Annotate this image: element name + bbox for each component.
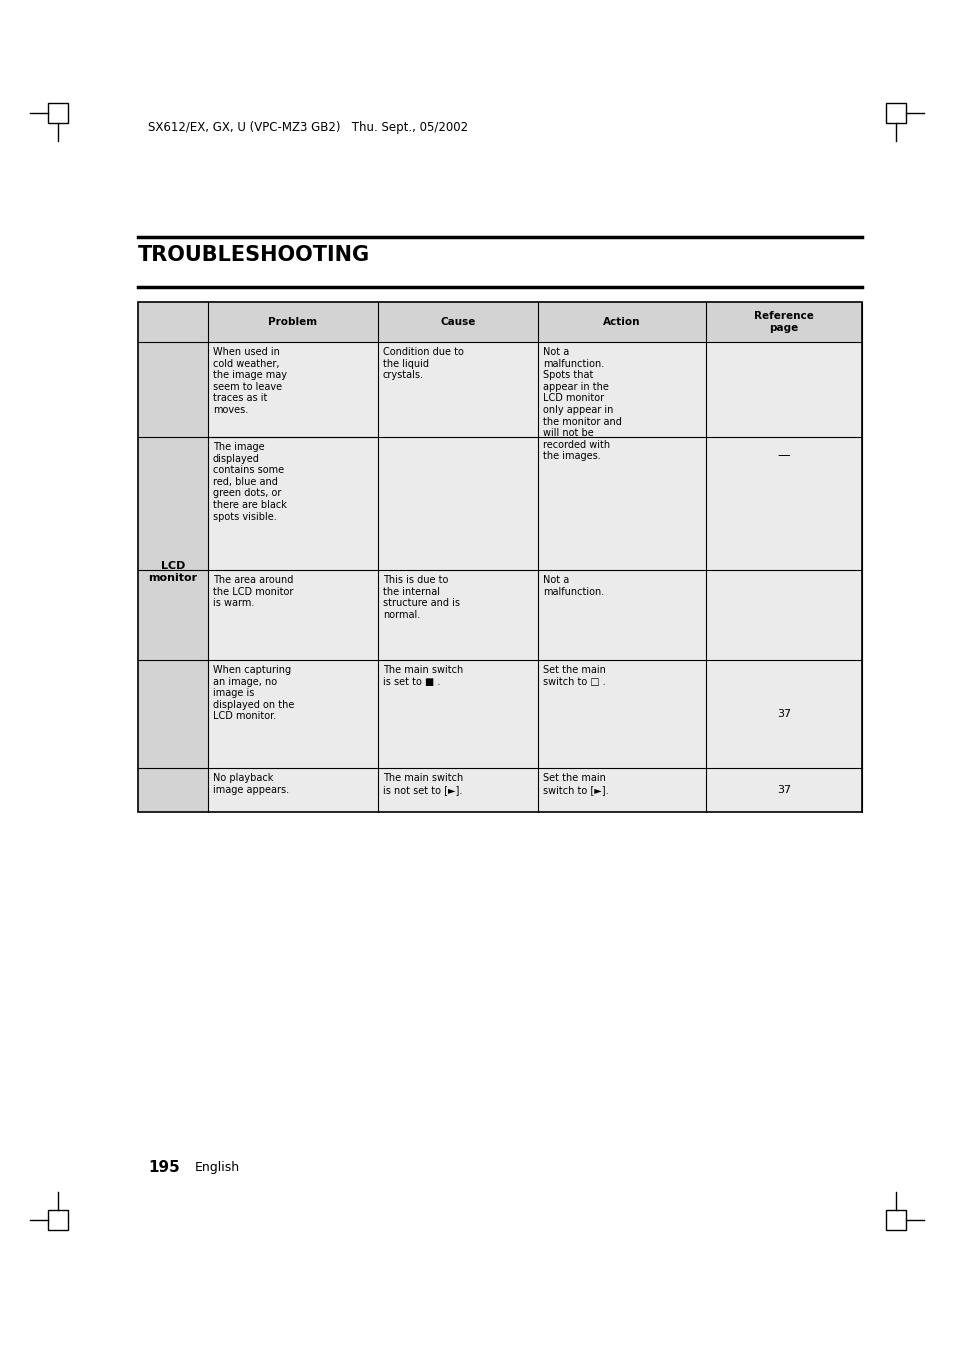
Bar (885, 103, 905, 123)
Text: When capturing
an image, no
image is
displayed on the
LCD monitor.: When capturing an image, no image is dis… (213, 665, 294, 722)
Text: 37: 37 (776, 708, 790, 719)
Bar (885, 1210, 905, 1230)
Text: When used in
cold weather,
the image may
seem to leave
traces as it
moves.: When used in cold weather, the image may… (213, 347, 287, 415)
Text: LCD
monitor: LCD monitor (149, 561, 197, 583)
Text: TROUBLESHOOTING: TROUBLESHOOTING (138, 245, 370, 265)
Bar (208, 437, 862, 571)
Text: Set the main
switch to [►].: Set the main switch to [►]. (542, 773, 608, 795)
Bar (208, 660, 862, 768)
Text: Action: Action (602, 316, 640, 327)
Text: The main switch
is not set to [►].: The main switch is not set to [►]. (382, 773, 463, 795)
Text: English: English (194, 1161, 240, 1175)
Text: —: — (777, 449, 789, 462)
Text: Problem: Problem (268, 316, 317, 327)
Text: Not a
malfunction.
Spots that
appear in the
LCD monitor
only appear in
the monit: Not a malfunction. Spots that appear in … (542, 347, 621, 461)
Text: This is due to
the internal
structure and is
normal.: This is due to the internal structure an… (382, 575, 459, 619)
Text: SX612/EX, GX, U (VPC-MZ3 GB2)   Thu. Sept., 05/2002: SX612/EX, GX, U (VPC-MZ3 GB2) Thu. Sept.… (148, 122, 468, 134)
Bar (48, 103, 68, 123)
Bar (48, 1210, 68, 1230)
Text: Not a
malfunction.: Not a malfunction. (542, 575, 603, 596)
Text: Condition due to
the liquid
crystals.: Condition due to the liquid crystals. (382, 347, 463, 380)
Bar (138, 342, 208, 813)
Text: 37: 37 (776, 786, 790, 795)
Bar (208, 768, 862, 813)
Bar (138, 301, 862, 813)
Text: The main switch
is set to ■ .: The main switch is set to ■ . (382, 665, 463, 687)
Text: Cause: Cause (440, 316, 476, 327)
Text: Set the main
switch to □ .: Set the main switch to □ . (542, 665, 605, 687)
Bar (138, 301, 862, 342)
Bar (377, 435, 862, 438)
Bar (208, 571, 862, 660)
Text: The area around
the LCD monitor
is warm.: The area around the LCD monitor is warm. (213, 575, 294, 608)
Text: The image
displayed
contains some
red, blue and
green dots, or
there are black
s: The image displayed contains some red, b… (213, 442, 287, 522)
Text: Reference
page: Reference page (753, 311, 813, 333)
Text: No playback
image appears.: No playback image appears. (213, 773, 289, 795)
Text: 195: 195 (148, 1160, 179, 1175)
Bar (208, 342, 862, 437)
